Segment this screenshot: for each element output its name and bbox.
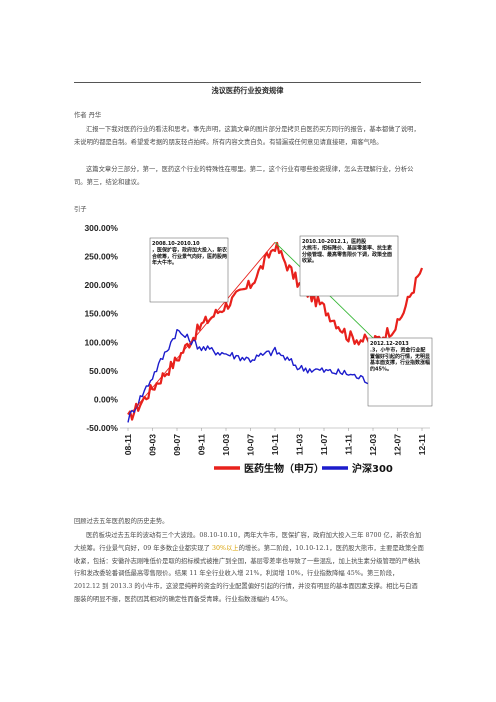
- x-tick-label: 10-11: [270, 434, 280, 456]
- legend-label: 沪深300: [352, 462, 393, 475]
- title-rule: [74, 82, 421, 83]
- x-tick-label: 12-03: [368, 434, 378, 456]
- annotation-text: .3，小牛市，资金行业配: [370, 346, 425, 353]
- x-tick-label: 09-03: [148, 434, 158, 456]
- legend-label: 医药生物（申万）: [244, 462, 324, 475]
- annotation-text: 置偏好引起的行情，无明显: [370, 353, 430, 360]
- annotation-text: 分级管理、最高零售限价下调，政策全面: [302, 251, 392, 258]
- x-tick-label: 12-07: [393, 434, 403, 456]
- annotation-box: [149, 237, 229, 303]
- lower-paragraph-2-post: 的增长。第二阶段，10.10-12.1，医药股大熊市，主要是政策全面收紧，包括：…: [74, 544, 424, 603]
- x-tick-label: 12-11: [417, 434, 427, 456]
- stock-chart: 300.00% 250.00% 200.00% 150.00% 100.00% 50.00…: [84, 223, 433, 475]
- author-line: 作者 丹华: [74, 112, 102, 119]
- lower-paragraph-2: 医药板块过去五年的波动有三个大波段。08.10-10.10，两年大牛市，医保扩容…: [74, 530, 424, 607]
- x-tick-label: 11-03: [295, 434, 305, 456]
- annotation-text: 2008.10-2010.10: [152, 241, 200, 247]
- x-tick-label: 08-11: [123, 434, 133, 456]
- y-tick-label: 300.00%: [84, 223, 118, 233]
- y-tick-label: 200.00%: [84, 280, 118, 290]
- y-tick-label: 50.00%: [89, 366, 118, 376]
- x-tick-label: 11-07: [319, 434, 329, 456]
- intro-label: 引子: [74, 206, 87, 213]
- paragraph-1-text: 汇报一下我对医药行业的看法和思考。事先声明，这篇文章的图片部分是拷贝自医药买方同…: [74, 126, 420, 146]
- annotation-text: 2012.12-2013: [370, 341, 409, 347]
- lower-paragraph-1: 回顾过去五年医药股的历史走势。: [74, 518, 169, 525]
- annotation-text: ，医保扩容，政府加大投入，新农: [152, 246, 227, 253]
- y-tick-label: 0.00%: [94, 394, 119, 404]
- x-tick-label: 10-07: [246, 434, 256, 456]
- annotation-text: 收紧。: [302, 257, 317, 264]
- annotation-text: 年大牛市。: [152, 259, 177, 266]
- y-tick-label: 150.00%: [84, 309, 118, 319]
- y-tick-label: 250.00%: [84, 252, 118, 262]
- x-tick-label: 09-11: [197, 434, 207, 456]
- annotation-text: 2010.10-2012.1，医药股: [302, 238, 367, 245]
- x-tick-label: 11-11: [344, 434, 354, 455]
- annotation-text: 大熊市，招标降价、基层零差率、抗生素: [302, 244, 392, 251]
- highlight-30pct: 30%以上: [211, 544, 239, 552]
- y-tick-label: 100.00%: [84, 337, 118, 347]
- paragraph-2-text: 这篇文章分三部分，第一，医药这个行业的特殊性在哪里。第二，这个行业有哪些投资规律…: [74, 166, 414, 186]
- annotation-text: 合统筹，行业景气向好，医药股两: [151, 253, 227, 260]
- annotation-box: [367, 337, 433, 407]
- paragraph-2: 这篇文章分三部分，第一，医药这个行业的特殊性在哪里。第二，这个行业有哪些投资规律…: [74, 164, 424, 190]
- x-tick-label: 09-07: [172, 434, 182, 456]
- doc-title: 浅议医药行业投资规律: [211, 86, 284, 95]
- paragraph-1: 汇报一下我对医药行业的看法和思考。事先声明，这篇文章的图片部分是拷贝自医药买方同…: [74, 124, 424, 150]
- annotation-text: 基本面支撑，行业指数涨幅: [369, 359, 430, 366]
- y-tick-label: -50.00%: [86, 423, 118, 433]
- x-tick-label: 10-03: [221, 434, 231, 456]
- annotation-text: 约45%。: [370, 366, 392, 373]
- annotation-box: [299, 235, 399, 297]
- uptrend-line: [132, 241, 276, 412]
- lower-paragraph-2-pre: 医药板块过去五年的波动有三个大波段。08.10-10.10，两年大牛市，医保扩容…: [74, 532, 422, 552]
